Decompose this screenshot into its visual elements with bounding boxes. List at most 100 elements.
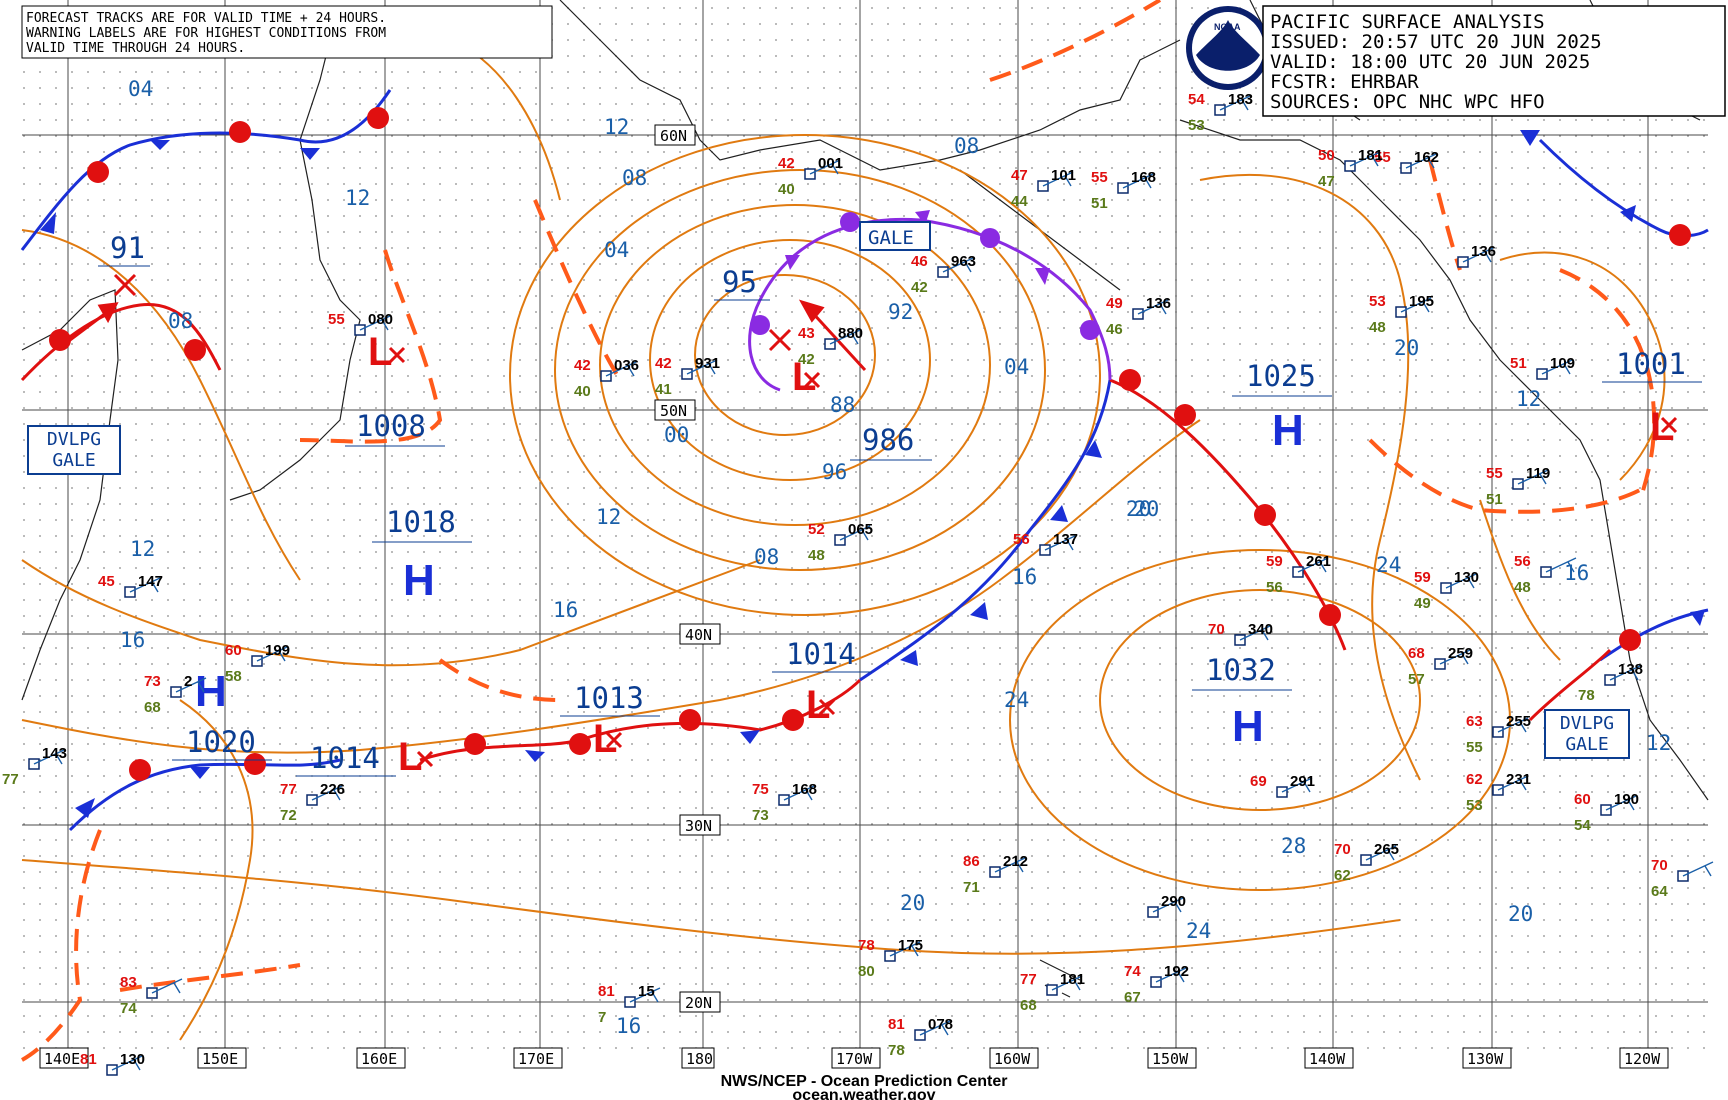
- station-dewpoint: 48: [1369, 319, 1386, 336]
- station-temperature: 73: [144, 673, 161, 690]
- forecaster: FCSTR: EHRBAR: [1270, 71, 1419, 93]
- wind-barb: [1365, 845, 1397, 861]
- station-plot: 195 53 48: [1369, 293, 1434, 336]
- low-center-value: 1014: [310, 741, 380, 775]
- wind-barb: [1281, 777, 1313, 793]
- lon-label-170e: 170E: [518, 1050, 554, 1068]
- station-plot: 147 45: [98, 573, 163, 598]
- station-temperature: 69: [1250, 773, 1267, 790]
- station-plot: 291 69: [1250, 773, 1315, 798]
- station-pressure: 2: [184, 673, 192, 690]
- station-plot: 078 81 78: [888, 1016, 953, 1059]
- station-temperature: 59: [1266, 553, 1283, 570]
- lat-label-40n: 40N: [685, 626, 712, 644]
- high-center-value: 1025: [1246, 359, 1316, 393]
- isobar-label: 08: [754, 545, 779, 569]
- isobar-label: 04: [128, 77, 153, 101]
- station-temperature: 60: [225, 642, 242, 659]
- wind-barb: [151, 978, 183, 994]
- noaa-logo: NOAA: [1186, 6, 1270, 90]
- station-dewpoint: 68: [144, 699, 161, 716]
- isobar-label: 16: [1012, 565, 1037, 589]
- station-dewpoint: 54: [1574, 817, 1591, 834]
- isobar-label: 12: [596, 505, 621, 529]
- station-temperature: 60: [1574, 791, 1591, 808]
- station-temperature: 62: [1466, 771, 1483, 788]
- station-plot: 181 50 47: [1318, 147, 1383, 190]
- warm-front: [419, 678, 862, 762]
- isobar-label: 24: [1186, 919, 1211, 943]
- station-plot: 130 81: [80, 1051, 145, 1076]
- wind-barb: [1439, 649, 1471, 665]
- lon-label-140e: 140E: [44, 1050, 80, 1068]
- wind-barb: [1044, 535, 1076, 551]
- station-temperature: 55: [1486, 465, 1503, 482]
- lon-label-180: 180: [686, 1050, 713, 1068]
- station-temperature: 55: [328, 311, 345, 328]
- station-pressure: 162: [1414, 149, 1439, 166]
- station-pressure: 231: [1506, 771, 1531, 788]
- station-plot: 963 46 42: [911, 253, 976, 296]
- wind-barb: [1605, 795, 1637, 811]
- lat-label-50n: 50N: [660, 402, 687, 420]
- trough: [1368, 438, 1641, 514]
- station-temperature: 77: [1020, 971, 1037, 988]
- lon-label-140w: 140W: [1309, 1050, 1346, 1068]
- isobar-ring: [599, 204, 991, 526]
- isobar-label: 20: [1126, 497, 1151, 521]
- station-plot: 130 59 49: [1414, 569, 1479, 612]
- valid-time: VALID: 18:00 UTC 20 JUN 2025: [1270, 51, 1590, 73]
- station-pressure: 143: [42, 745, 67, 762]
- cold-front: [20, 89, 392, 251]
- wind-barb: [1517, 469, 1549, 485]
- station-dewpoint: 68: [1020, 997, 1037, 1014]
- low-center-value: 91: [110, 231, 145, 265]
- station-temperature: 70: [1651, 857, 1668, 874]
- longitude-labels: 140E 150E 160E 170E 180 170W 160W 150W 1…: [39, 1047, 1669, 1069]
- station-plot: 192 74 67: [1124, 963, 1189, 1006]
- station-temperature: 54: [1188, 91, 1205, 108]
- station-pressure: 101: [1051, 167, 1076, 184]
- note-line: FORECAST TRACKS ARE FOR VALID TIME + 24 …: [26, 11, 386, 26]
- wind-barb: [1400, 297, 1432, 313]
- wind-barb: [1682, 861, 1714, 877]
- station-plot: 15 81 7: [598, 983, 661, 1026]
- station-pressure: 192: [1164, 963, 1189, 980]
- station-pressure: 168: [1131, 169, 1156, 186]
- trough: [533, 199, 622, 382]
- station-temperature: 70: [1208, 621, 1225, 638]
- low-letter: L: [806, 683, 830, 727]
- station-plot: 231 62 53: [1466, 771, 1531, 814]
- station-plot: 70 64: [1651, 857, 1714, 900]
- station-dewpoint: 48: [1514, 579, 1531, 596]
- station-pressure: 181: [1358, 147, 1383, 164]
- wind-barb: [839, 525, 871, 541]
- wind-barb: [1462, 247, 1494, 263]
- isobar-label: 24: [1376, 553, 1401, 577]
- isobar-line: [21, 419, 1201, 754]
- isobar-label: 28: [1281, 834, 1306, 858]
- station-pressure: 291: [1290, 773, 1315, 790]
- station-pressure: 109: [1550, 355, 1575, 372]
- station-dewpoint: 51: [1486, 491, 1503, 508]
- chart-title: PACIFIC SURFACE ANALYSIS: [1270, 11, 1545, 33]
- lon-label-130w: 130W: [1467, 1050, 1504, 1068]
- station-temperature: 81: [598, 983, 615, 1000]
- station-plot: 001 42 40: [778, 155, 843, 198]
- station-temperature: 50: [1318, 147, 1335, 164]
- station-pressure: 15: [638, 983, 655, 1000]
- noaa-logo-text: NOAA: [1214, 22, 1241, 32]
- station-dewpoint: 57: [1408, 671, 1425, 688]
- low-letter: L: [792, 355, 816, 399]
- developing-gale-warning: DVLPG GALE: [46, 429, 102, 471]
- station-dewpoint: 46: [1106, 321, 1123, 338]
- station-temperature: 45: [98, 573, 115, 590]
- station-temperature: 42: [778, 155, 795, 172]
- troughs: [21, 0, 1657, 1062]
- cold-front: [1538, 138, 1709, 238]
- isobar-label: 20: [1508, 902, 1533, 926]
- station-plot: 190 60 54: [1574, 791, 1639, 834]
- isobar-ring: [554, 169, 1046, 571]
- station-dewpoint: 42: [798, 351, 815, 368]
- station-pressure: 130: [1454, 569, 1479, 586]
